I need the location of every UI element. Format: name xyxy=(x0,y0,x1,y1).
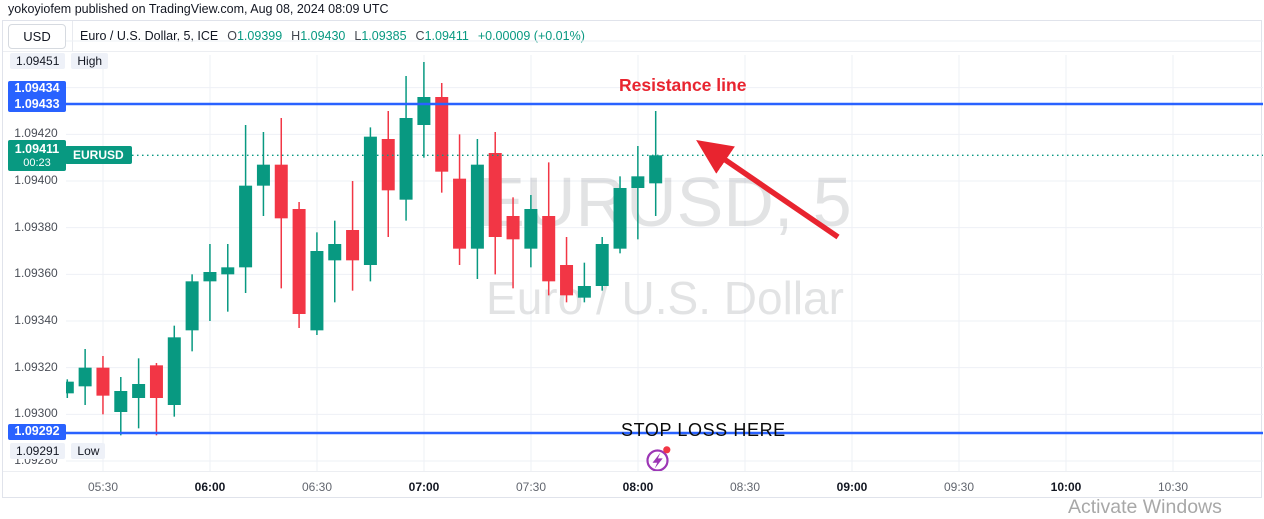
stoploss-annotation[interactable]: STOP LOSS HERE xyxy=(621,420,786,440)
time-label: 08:00 xyxy=(622,480,654,494)
current-price: 1.09411 xyxy=(14,142,60,157)
candle-body xyxy=(363,136,377,266)
resistance-annotation[interactable]: Resistance line xyxy=(619,75,747,95)
price-scale[interactable]: 1.09451 High 1.09434 1.09433 1.09411 00:… xyxy=(3,53,109,470)
publish-bar: yokoyiofem published on TradingView.com,… xyxy=(8,2,389,16)
ohlc-high: H1.09430 xyxy=(291,29,346,43)
session-low-row: 1.09291 Low xyxy=(10,443,106,459)
candle-body xyxy=(542,216,556,282)
price-label: 1.09420 xyxy=(14,126,58,141)
resistance-price-badge: 1.09434 1.09433 xyxy=(8,81,66,112)
candle-body xyxy=(560,265,574,296)
session-high-row: 1.09451 High xyxy=(10,53,109,69)
candle-body xyxy=(78,367,92,387)
chart-frame xyxy=(2,20,1262,498)
candle-body xyxy=(203,272,217,282)
candle-body xyxy=(114,391,128,413)
candle-body xyxy=(167,337,181,406)
candle-body xyxy=(185,281,199,331)
ohlc-low: L1.09385 xyxy=(354,29,407,43)
candle-body xyxy=(613,188,627,249)
candle-body xyxy=(149,365,163,399)
time-label: 07:00 xyxy=(408,480,440,494)
candle-body xyxy=(488,153,502,238)
candle-body xyxy=(310,251,324,331)
price-change: +0.00009 (+0.01%) xyxy=(477,29,585,43)
candle-body xyxy=(577,286,591,298)
candle-countdown: 00:23 xyxy=(23,157,51,170)
time-label: 07:30 xyxy=(515,480,547,494)
time-label: 08:30 xyxy=(729,480,761,494)
price-label: 1.09360 xyxy=(14,266,58,281)
high-tag: High xyxy=(71,53,109,69)
resistance-price-upper: 1.09434 xyxy=(14,81,60,95)
candle-body xyxy=(453,178,467,249)
candle-body xyxy=(417,97,431,126)
price-label: 1.09300 xyxy=(14,406,58,421)
candle-body xyxy=(274,164,288,219)
ohlc-close: C1.09411 xyxy=(415,29,469,43)
candle-body xyxy=(221,267,235,275)
stoploss-price: 1.09292 xyxy=(14,424,60,438)
candle-body xyxy=(328,244,342,261)
low-tag: Low xyxy=(71,443,106,459)
header-divider xyxy=(3,51,1261,52)
ohlc-open: O1.09399 xyxy=(227,29,283,43)
candle-body xyxy=(435,97,449,172)
candle-body xyxy=(239,185,253,268)
candle-body xyxy=(506,216,520,240)
candle-body xyxy=(649,155,663,184)
header-separator xyxy=(72,21,73,51)
flash-icon[interactable] xyxy=(646,446,671,472)
symbol-title[interactable]: Euro / U.S. Dollar, 5, ICE xyxy=(80,29,219,43)
candle-body xyxy=(256,164,270,186)
candle-body xyxy=(292,209,306,315)
price-label: 1.09400 xyxy=(14,173,58,187)
candle-body xyxy=(381,139,395,191)
symbol-header: Euro / U.S. Dollar, 5, ICE O1.09399 H1.09… xyxy=(80,29,585,43)
time-label: 06:30 xyxy=(301,480,333,494)
time-label: 09:00 xyxy=(836,480,868,494)
current-price-badge: 1.09411 00:23 xyxy=(8,140,66,172)
candle-body xyxy=(631,176,645,189)
candle-body xyxy=(346,230,360,261)
activate-windows-text: Activate Windows xyxy=(1068,496,1222,518)
time-label: 10:30 xyxy=(1157,480,1189,494)
candle-body xyxy=(96,367,110,396)
ohlc-readout: O1.09399 H1.09430 L1.09385 C1.09411 xyxy=(227,29,469,43)
trend-arrow-drawing[interactable] xyxy=(696,139,840,240)
currency-button[interactable]: USD xyxy=(8,24,66,49)
candle-body xyxy=(399,118,413,200)
candles[interactable] xyxy=(61,62,663,436)
candle-body xyxy=(524,209,538,249)
price-label: 1.09320 xyxy=(14,359,58,374)
resistance-price-lower: 1.09433 xyxy=(14,96,60,111)
symbol-badge: EURUSD xyxy=(65,146,132,165)
time-label: 09:30 xyxy=(943,480,975,494)
price-label: 1.09380 xyxy=(14,219,58,234)
stoploss-price-badge: 1.09292 xyxy=(8,424,66,440)
price-label: 1.09340 xyxy=(14,313,58,327)
level-lines[interactable] xyxy=(66,102,1263,435)
low-price-label: 1.09291 xyxy=(10,443,66,459)
time-label: 06:00 xyxy=(194,480,226,494)
candle-body xyxy=(66,381,74,394)
candle-body xyxy=(132,384,146,399)
candle-body xyxy=(470,164,484,249)
time-label: 05:30 xyxy=(87,480,119,494)
time-axis[interactable]: 05:30 06:00 06:30 07:00 07:30 08:00 08:30 09:00… xyxy=(3,471,1261,497)
time-label: 10:00 xyxy=(1050,480,1082,494)
candle-body xyxy=(595,244,609,287)
high-price-label: 1.09451 xyxy=(10,53,66,69)
